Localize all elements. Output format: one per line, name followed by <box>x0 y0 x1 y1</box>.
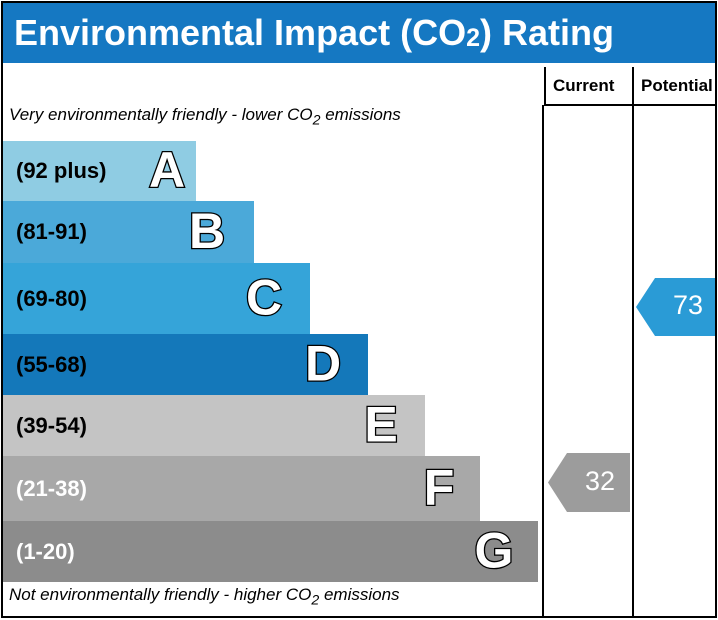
svg-text:B: B <box>189 203 225 259</box>
svg-text:73: 73 <box>673 290 703 320</box>
svg-text:F: F <box>424 460 455 516</box>
svg-text:E: E <box>364 397 397 453</box>
svg-text:D: D <box>305 336 341 392</box>
svg-text:G: G <box>475 523 514 579</box>
svg-text:A: A <box>149 142 185 198</box>
svg-text:C: C <box>246 270 282 326</box>
svg-text:32: 32 <box>585 466 615 496</box>
